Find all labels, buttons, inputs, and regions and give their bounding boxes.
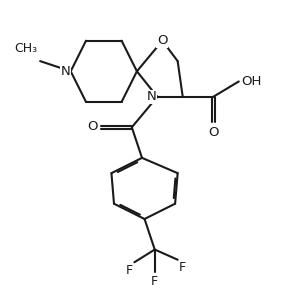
Text: N: N <box>146 90 156 103</box>
Text: F: F <box>126 264 133 276</box>
Text: N: N <box>61 65 71 78</box>
Text: O: O <box>87 120 97 132</box>
Text: F: F <box>151 275 158 288</box>
Text: CH₃: CH₃ <box>14 42 37 55</box>
Text: O: O <box>208 126 219 139</box>
Text: OH: OH <box>241 75 262 88</box>
Text: O: O <box>157 34 168 47</box>
Text: F: F <box>179 261 186 274</box>
